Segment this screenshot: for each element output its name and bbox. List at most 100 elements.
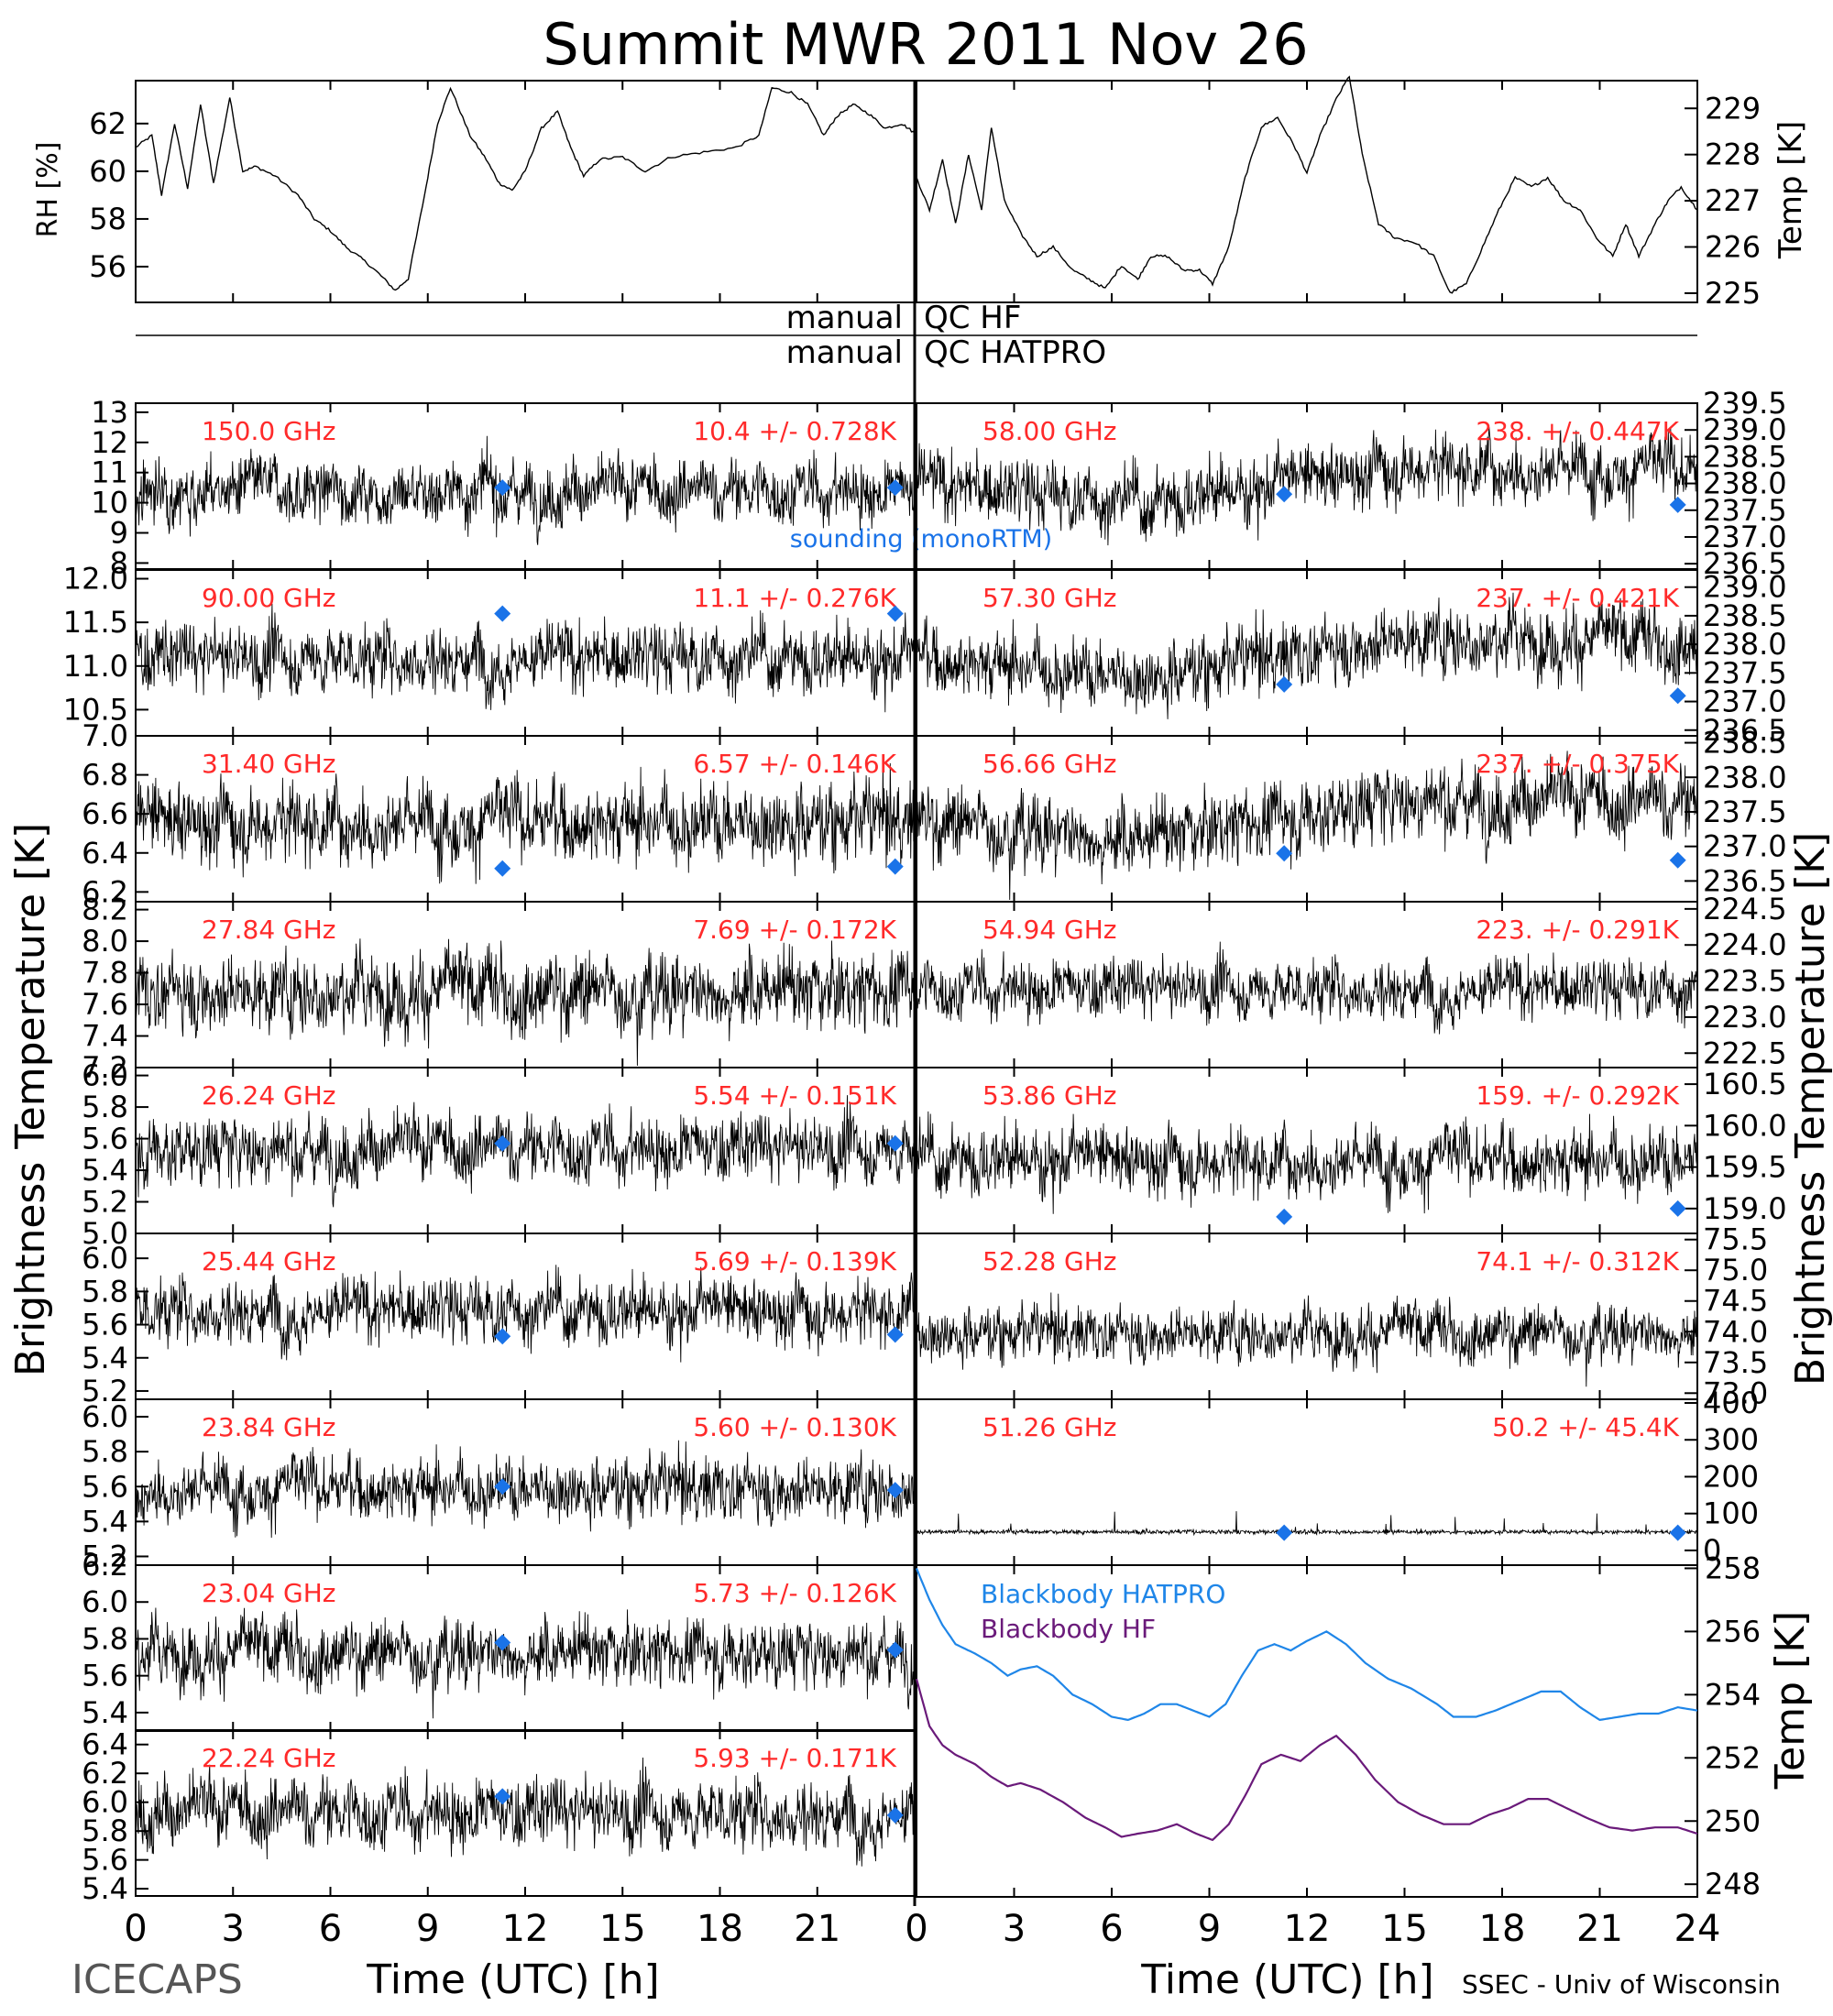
panel-p5126-channel-label: 51.26 GHz xyxy=(982,1412,1117,1442)
panel-p3140-sounding-marker-0 xyxy=(494,860,511,877)
panel-blackbody-ytick-label: 258 xyxy=(1705,1550,1761,1585)
panel-p5730-ytick-label: 237.0 xyxy=(1703,685,1787,719)
panel-p5228-ytick-label: 73.5 xyxy=(1703,1345,1768,1380)
panel-p2784-trace xyxy=(135,938,916,1067)
panel-p3140-ytick-label: 6.4 xyxy=(82,836,128,871)
panel-rh-series-0 xyxy=(135,86,916,291)
panel-p2784: 7.27.47.67.88.08.2 27.84 GHz 7.69 +/- 0.17… xyxy=(82,893,916,1085)
panel-p5666-ytick-label: 236.5 xyxy=(1703,863,1787,898)
panel-p5228-ytick-label: 75.0 xyxy=(1703,1253,1768,1287)
panel-p2784-ytick-label: 7.6 xyxy=(82,987,128,1022)
panel-p3140-ytick-label: 6.8 xyxy=(82,758,128,793)
panel-p5126-sounding-marker-0 xyxy=(1276,1524,1293,1541)
panel-p3140-ytick-label: 6.6 xyxy=(82,796,128,831)
panel-temp-top-ytick-label: 226 xyxy=(1705,230,1761,265)
right-xtick-label: 0 xyxy=(905,1908,927,1950)
panel-p90-ytick-label: 10.5 xyxy=(63,692,128,727)
panel-p5126-ytick-label: 200 xyxy=(1703,1459,1759,1494)
panel-p2304-channel-label: 23.04 GHz xyxy=(202,1578,336,1608)
panel-p5228-ytick-label: 73.0 xyxy=(1703,1375,1768,1410)
panel-p150-sounding-marker-1 xyxy=(886,479,904,497)
panel-p5730-ytick-label: 236.5 xyxy=(1703,713,1787,748)
panel-p2784-ytick-label: 8.2 xyxy=(82,893,128,927)
panel-p2544-ytick-label: 5.8 xyxy=(82,1274,128,1309)
panel-p5666-channel-label: 56.66 GHz xyxy=(982,749,1117,779)
panel-p2544-sounding-marker-1 xyxy=(886,1326,904,1343)
panel-p5228: 73.073.574.074.575.075.5 52.28 GHz 74.1 +/… xyxy=(916,1222,1768,1410)
panel-p2224-sounding-marker-1 xyxy=(886,1806,904,1824)
panel-p5666-sounding-marker-0 xyxy=(1276,845,1293,862)
panel-rh-ytick-label: 62 xyxy=(89,106,126,141)
panel-p5126-ytick-label: 100 xyxy=(1703,1496,1759,1531)
panel-p5730-trace xyxy=(916,592,1698,719)
panel-p2544-channel-label: 25.44 GHz xyxy=(202,1246,336,1276)
panel-p5730-ytick-label: 237.5 xyxy=(1703,655,1787,690)
panel-p5494-ytick-label: 222.5 xyxy=(1703,1035,1787,1070)
panel-p5666-ytick-label: 238.0 xyxy=(1703,760,1787,794)
panel-p5228-stat-label: 74.1 +/- 0.312K xyxy=(1476,1246,1679,1276)
panel-p3140-trace xyxy=(135,761,916,884)
panel-blackbody-ytick-label: 252 xyxy=(1705,1740,1761,1775)
panel-p2544-ytick-label: 5.6 xyxy=(82,1308,128,1342)
panel-p5386-channel-label: 53.86 GHz xyxy=(982,1080,1117,1111)
panel-p2624-ytick-label: 5.8 xyxy=(82,1090,128,1124)
panel-p90-trace xyxy=(135,603,916,713)
panel-p90-channel-label: 90.00 GHz xyxy=(202,583,336,613)
panel-p2384-trace xyxy=(135,1440,916,1539)
panel-p2384-ytick-label: 5.6 xyxy=(82,1469,128,1504)
right-xtick-label: 6 xyxy=(1100,1908,1123,1950)
panel-p2304-ytick-label: 6.2 xyxy=(82,1548,128,1583)
panel-p150-trace xyxy=(135,435,916,545)
panel-p2784-ytick-label: 7.8 xyxy=(82,956,128,991)
panel-p2384-sounding-marker-0 xyxy=(494,1478,511,1496)
left-xtick-label: 18 xyxy=(697,1908,743,1950)
panel-p5800-sounding-marker-1 xyxy=(1669,496,1686,513)
panel-blackbody-ytick-label: 256 xyxy=(1705,1614,1761,1649)
panel-p3140-stat-label: 6.57 +/- 0.146K xyxy=(693,749,896,779)
panel-p2624-channel-label: 26.24 GHz xyxy=(202,1080,336,1111)
panel-p5494-trace xyxy=(916,941,1698,1035)
left-xtick-label: 12 xyxy=(502,1908,549,1950)
left-xtick-label: 15 xyxy=(599,1908,646,1950)
panel-p2784-ytick-label: 8.0 xyxy=(82,924,128,959)
panel-p5126-stat-label: 50.2 +/- 45.4K xyxy=(1492,1412,1679,1442)
panel-p5800-stat-label: 238. +/- 0.447K xyxy=(1476,416,1679,446)
panel-p2224-channel-label: 22.24 GHz xyxy=(202,1743,336,1773)
qc-hf-right-text: QC HF xyxy=(924,300,1021,336)
panel-p150-ytick-label: 10 xyxy=(91,486,128,520)
panel-p5386-ytick-label: 160.0 xyxy=(1703,1108,1787,1143)
panel-p5126-ytick-label: 400 xyxy=(1703,1386,1759,1420)
panel-p5730-ytick-label: 238.5 xyxy=(1703,598,1787,633)
right-xtick-label: 21 xyxy=(1576,1908,1623,1950)
panel-p5386-sounding-marker-0 xyxy=(1276,1208,1293,1225)
panel-p2224-ytick-label: 6.2 xyxy=(82,1756,128,1791)
panel-p2784-stat-label: 7.69 +/- 0.172K xyxy=(693,915,896,945)
panel-p2384-sounding-marker-1 xyxy=(886,1482,904,1499)
panel-p2624-ytick-label: 5.4 xyxy=(82,1153,128,1188)
panel-p2624-ytick-label: 5.0 xyxy=(82,1216,128,1251)
panel-p90-ytick-label: 11.5 xyxy=(63,605,128,640)
panel-p5730-stat-label: 237. +/- 0.421K xyxy=(1476,583,1679,613)
panel-p5800-trace xyxy=(916,426,1698,546)
panel-rh-ytick-label: 56 xyxy=(89,249,126,284)
panel-p3140-sounding-marker-1 xyxy=(886,858,904,875)
panel-p2544: 5.25.45.65.86.0 25.44 GHz 5.69 +/- 0.139K xyxy=(82,1233,916,1408)
panel-p90-ytick-label: 12.0 xyxy=(63,562,128,597)
panel-p5126-ytick-label: 0 xyxy=(1703,1533,1721,1568)
left-xtick-label: 21 xyxy=(794,1908,840,1950)
panel-temp-top-series-0 xyxy=(916,75,1698,294)
panel-p5386-ytick-label: 159.5 xyxy=(1703,1150,1787,1185)
panel-p2624-stat-label: 5.54 +/- 0.151K xyxy=(693,1080,896,1111)
left-xtick-label: 9 xyxy=(416,1908,439,1950)
panel-blackbody-series-1 xyxy=(915,1678,1698,1842)
panel-p2304-sounding-marker-0 xyxy=(494,1634,511,1651)
panel-p2624-ytick-label: 6.0 xyxy=(82,1058,128,1093)
panel-p2784-channel-label: 27.84 GHz xyxy=(202,915,336,945)
panel-p150-sounding-marker-0 xyxy=(494,479,511,497)
panel-p2624-ytick-label: 5.2 xyxy=(82,1185,128,1220)
panel-p2624: 5.05.25.45.65.86.0 26.24 GHz 5.54 +/- 0.15… xyxy=(82,1058,916,1251)
